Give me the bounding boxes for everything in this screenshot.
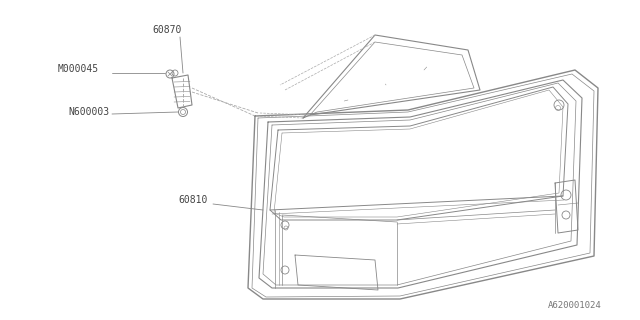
Text: 60870: 60870 <box>152 25 181 35</box>
Text: M000045: M000045 <box>58 64 99 74</box>
Text: 60810: 60810 <box>178 195 207 205</box>
Text: A620001024: A620001024 <box>548 301 602 310</box>
Text: N600003: N600003 <box>68 107 109 117</box>
